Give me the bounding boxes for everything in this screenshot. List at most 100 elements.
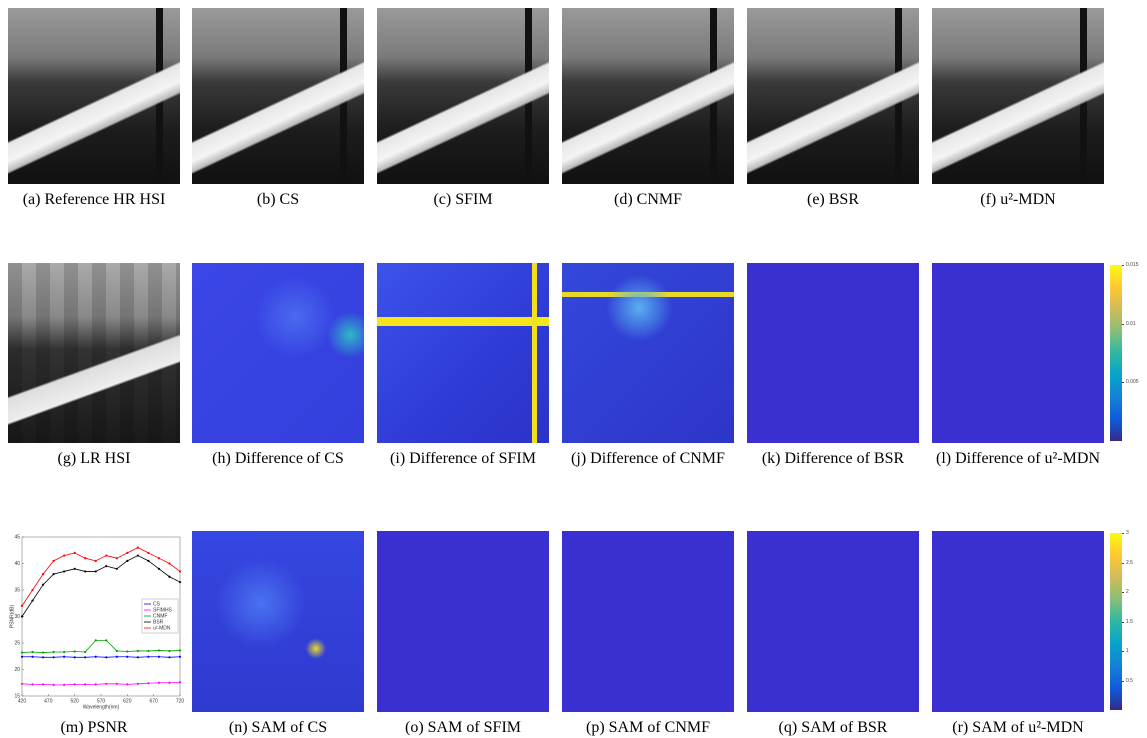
subfigure-image (562, 8, 734, 184)
series-marker (179, 681, 181, 683)
series-marker (168, 576, 170, 578)
series-marker (137, 683, 139, 685)
series-marker (74, 568, 76, 570)
subfigure-image (747, 8, 919, 184)
colorbar (1110, 265, 1122, 441)
series-marker (53, 656, 55, 658)
series-marker (53, 573, 55, 575)
series-marker (137, 650, 139, 652)
series-marker (168, 562, 170, 564)
series-marker (95, 639, 97, 641)
series-line (22, 682, 180, 685)
series-marker (147, 552, 149, 554)
series-marker (179, 581, 181, 583)
colorbar-tick-label: 2 (1126, 589, 1129, 595)
subfigure-caption: (c) SFIM (373, 191, 553, 209)
series-marker (95, 560, 97, 562)
colorbar-tick (1122, 592, 1124, 593)
series-marker (116, 557, 118, 559)
psnr-chart: 15202530354045420470520570620670720Wavel… (8, 531, 184, 712)
series-marker (147, 682, 149, 684)
series-marker (42, 683, 44, 685)
x-tick-label: 470 (44, 698, 53, 704)
series-marker (95, 656, 97, 658)
colorbar-tick (1122, 533, 1124, 534)
x-tick-label: 670 (149, 698, 158, 704)
subfigure-caption: (i) Difference of SFIM (373, 450, 553, 468)
legend-label: u²-MDN (153, 625, 171, 631)
subfigure-image (377, 263, 549, 443)
subfigure-image (747, 531, 919, 712)
series-marker (158, 649, 160, 651)
series-marker (42, 584, 44, 586)
subfigure-image (8, 8, 180, 184)
subfigure-caption: (h) Difference of CS (188, 450, 368, 468)
series-marker (31, 589, 33, 591)
series-marker (74, 552, 76, 554)
colorbar-tick-label: 0.005 (1126, 379, 1139, 385)
series-marker (126, 650, 128, 652)
subfigure-caption: (p) SAM of CNMF (558, 719, 738, 737)
subfigure-image (932, 531, 1104, 712)
series-marker (84, 656, 86, 658)
series-marker (168, 682, 170, 684)
series-marker (21, 683, 23, 685)
subfigure-caption: (n) SAM of CS (188, 719, 368, 737)
series-marker (179, 570, 181, 572)
series-marker (179, 656, 181, 658)
subfigure-caption: (l) Difference of u²-MDN (928, 450, 1108, 468)
subfigure-caption: (g) LR HSI (4, 450, 184, 468)
series-marker (105, 683, 107, 685)
colorbar-tick-label: 3 (1126, 530, 1129, 536)
series-marker (168, 656, 170, 658)
series-marker (21, 605, 23, 607)
x-tick-label: 520 (70, 698, 79, 704)
series-marker (126, 560, 128, 562)
series-marker (21, 615, 23, 617)
colorbar (1110, 533, 1122, 710)
series-marker (147, 656, 149, 658)
subfigure-caption: (d) CNMF (558, 191, 738, 209)
series-marker (42, 573, 44, 575)
series-marker (116, 656, 118, 658)
series-marker (63, 656, 65, 658)
series-marker (158, 656, 160, 658)
series-marker (158, 682, 160, 684)
series-marker (63, 651, 65, 653)
colorbar-tick-label: 0.5 (1126, 678, 1133, 684)
subfigure-image (8, 263, 180, 443)
subfigure-caption: (f) u²-MDN (928, 191, 1108, 209)
series-marker (42, 651, 44, 653)
series-marker (116, 650, 118, 652)
series-marker (126, 552, 128, 554)
y-tick-label: 35 (14, 587, 20, 593)
subfigure-image (192, 531, 364, 712)
subfigure-caption: (o) SAM of SFIM (373, 719, 553, 737)
series-marker (53, 560, 55, 562)
subfigure-caption: (e) BSR (743, 191, 923, 209)
subfigure-image (192, 263, 364, 443)
series-marker (105, 554, 107, 556)
x-tick-label: 720 (176, 698, 184, 704)
y-tick-label: 45 (14, 534, 20, 540)
series-marker (158, 568, 160, 570)
series-marker (84, 651, 86, 653)
series-marker (21, 656, 23, 658)
series-marker (126, 656, 128, 658)
page: (a) Reference HR HSI(b) CS(c) SFIM(d) CN… (0, 0, 1147, 738)
series-marker (105, 639, 107, 641)
y-tick-label: 25 (14, 640, 20, 646)
colorbar-tick (1122, 324, 1124, 325)
series-marker (95, 570, 97, 572)
series-marker (168, 650, 170, 652)
series-marker (31, 683, 33, 685)
colorbar-tick-label: 1 (1126, 648, 1129, 654)
series-marker (105, 656, 107, 658)
colorbar-tick (1122, 563, 1124, 564)
series-marker (116, 568, 118, 570)
series-marker (126, 683, 128, 685)
colorbar-tick-label: 0.01 (1126, 321, 1136, 327)
colorbar-tick (1122, 622, 1124, 623)
colorbar-tick-label: 1.5 (1126, 619, 1133, 625)
series-marker (147, 650, 149, 652)
